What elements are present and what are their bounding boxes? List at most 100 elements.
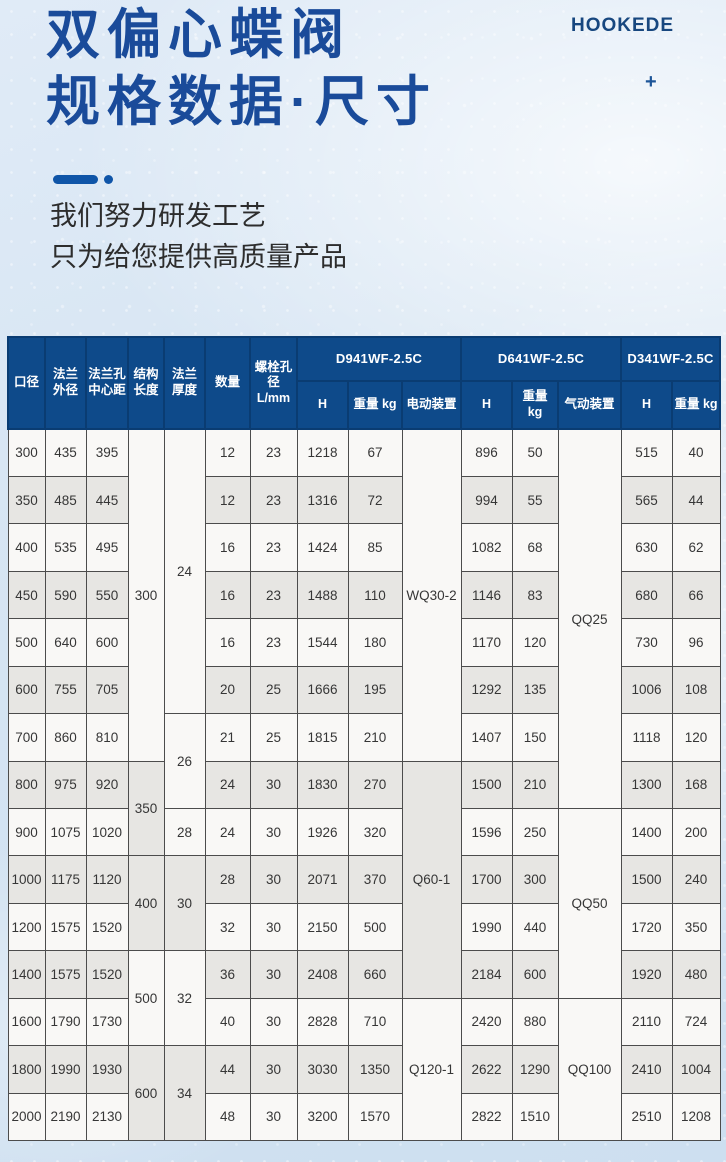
cell: 1146 [460,570,513,620]
cell: 660 [347,950,403,999]
cell: 860 [44,713,87,762]
cell: QQ100 [557,997,622,1142]
cell: 810 [85,713,129,762]
table-row: 450 590 550 16 23 1488 110 1146 83 680 66 [7,570,721,620]
cell: 550 [85,570,129,620]
cell: 300 [7,428,46,477]
cell: 210 [347,713,403,762]
cell: 26 [163,713,206,809]
cell: 1488 [296,570,349,620]
cell: 25 [249,665,298,715]
cell: 180 [347,618,403,667]
dot-shape [104,175,113,184]
cell: 23 [249,523,298,572]
cell: 32 [204,902,251,952]
plus-icon: + [645,71,657,93]
cell: 800 [7,760,46,810]
cell: 1544 [296,618,349,667]
cell: 1006 [620,665,673,715]
cell: 36 [204,950,251,999]
cell: WQ30-2 [401,428,462,762]
cell: 1170 [460,618,513,667]
cell: 495 [85,523,129,572]
cell: 55 [511,475,559,525]
col-header-diameter: 口径 [7,336,46,430]
cell: 1082 [460,523,513,572]
table-row: 300 435 395 300 24 12 23 1218 67 WQ30-2 896 50 QQ25 5… [7,428,721,809]
cell: 500 [127,950,165,1047]
spec-table-body: 300 435 395 300 24 12 23 1218 67 WQ30-2 896 50 QQ25 5… [7,428,721,1142]
cell: 2420 [460,997,513,1047]
col-header-d941-h: H [296,380,349,430]
col-header-d341-h: H [620,380,674,430]
cell: 1930 [85,1045,129,1094]
cell: 1570 [347,1092,403,1142]
cell: 168 [671,760,721,810]
page-title: 双偏心蝶阀 规格数据·尺寸 [46,5,437,132]
table-row: 1400 1575 1520 500 32 36 30 2408 660 2184 600 1920 4… [7,950,721,1047]
cell: 755 [44,665,87,715]
cell: Q60-1 [401,760,462,999]
cell: 600 [85,618,129,667]
dash-dot-decoration [53,175,113,184]
group-header-d341: D341WF-2.5C [620,336,722,382]
cell: 28 [204,855,251,904]
cell: 500 [7,618,46,667]
cell: 2110 [620,997,673,1047]
cell: 3200 [296,1092,349,1142]
cell: 1175 [44,855,87,904]
cell: 395 [85,428,129,477]
cell: 1815 [296,713,349,762]
cell: 2622 [460,1045,513,1094]
cell: 68 [511,523,559,572]
cell: 435 [44,428,87,477]
cell: 485 [44,475,87,525]
cell: 44 [671,475,721,525]
cell: 23 [249,475,298,525]
cell: 370 [347,855,403,904]
cell: 24 [163,428,206,715]
cell: 400 [127,855,165,952]
cell: 320 [347,807,403,857]
cell: 1300 [620,760,673,810]
cell: 680 [620,570,673,620]
cell: 300 [127,428,165,762]
cell: 2408 [296,950,349,999]
cell: 450 [7,570,46,620]
cell: 120 [671,713,721,762]
cell: 1720 [620,902,673,952]
cell: 2410 [620,1045,673,1094]
cell: 110 [347,570,403,620]
cell: 96 [671,618,721,667]
cell: 30 [249,997,298,1047]
cell: 2184 [460,950,513,999]
table-row: 1600 1790 1730 40 30 2828 710 Q120-1 2420 880 QQ10… [7,997,721,1142]
cell: 2150 [296,902,349,952]
spec-table-head: 口径 法兰外径 法兰孔中心距 结构长度 法兰厚度 数量 螺栓孔径 L/mm D9… [7,336,722,430]
cell: 900 [7,807,46,857]
col-header-quantity: 数量 [204,336,251,430]
cell: 34 [163,1045,206,1142]
table-row: 800 975 920 350 24 30 1830 270 Q60-1 1500 210 1300 1… [7,760,721,999]
cell: 1292 [460,665,513,715]
cell: 25 [249,713,298,762]
table-row: 350 485 445 12 23 1316 72 994 55 565 44 [7,475,721,525]
cell: 21 [204,713,251,762]
cell: 16 [204,570,251,620]
col-header-bolt-hole: 螺栓孔径 L/mm [249,336,298,430]
cell: 600 [127,1045,165,1142]
cell: 1004 [671,1045,721,1094]
cell: 50 [511,428,559,477]
col-header-pneumatic-device: 气动装置 [557,380,623,430]
cell: 2190 [44,1092,87,1142]
cell: 1400 [620,807,673,857]
cell: 535 [44,523,87,572]
cell: 30 [249,807,298,857]
cell: 1407 [460,713,513,762]
cell: 880 [511,997,559,1047]
cell: 1990 [460,902,513,952]
cell: 565 [620,475,673,525]
header-sub-row: H 重量 kg 电动装置 H 重量 kg 气动装置 H 重量 kg [8,380,722,430]
cell: 1700 [460,855,513,904]
group-header-d641: D641WF-2.5C [460,336,623,382]
